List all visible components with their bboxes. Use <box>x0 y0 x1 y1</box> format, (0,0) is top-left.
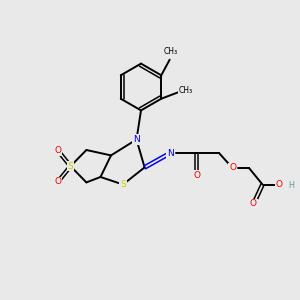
Text: O: O <box>54 146 61 155</box>
Text: O: O <box>54 177 61 186</box>
Text: S: S <box>120 180 126 189</box>
Text: N: N <box>133 135 140 144</box>
Text: N: N <box>167 148 174 158</box>
Text: O: O <box>275 180 283 189</box>
Text: S: S <box>68 162 74 171</box>
Text: O: O <box>193 171 200 180</box>
Text: O: O <box>229 164 236 172</box>
Text: O: O <box>250 200 257 208</box>
Text: H: H <box>289 182 295 190</box>
Text: CH₃: CH₃ <box>178 86 192 95</box>
Text: CH₃: CH₃ <box>164 47 178 56</box>
